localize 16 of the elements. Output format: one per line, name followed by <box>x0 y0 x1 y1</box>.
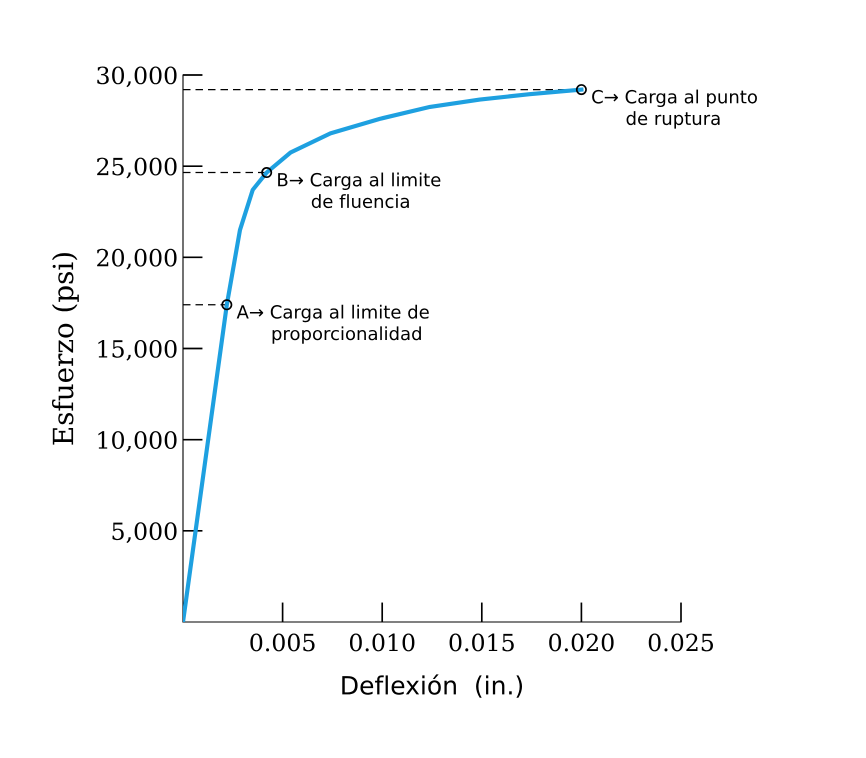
y-tick-label: 10,000 <box>98 431 177 452</box>
y-tick-label: 15,000 <box>98 340 177 361</box>
x-tick-label: 0.025 <box>648 634 713 652</box>
x-axis-title: Deflexión (in.) <box>342 674 522 698</box>
x-tick-label: 0.015 <box>450 634 514 652</box>
x-tick-label: 0.010 <box>350 634 414 652</box>
y-tick-label: 20,000 <box>97 248 177 270</box>
annotation: B→ Carga al limite de fluencia <box>278 172 440 208</box>
y-axis-title: Esfuerzo (psi) <box>52 253 79 445</box>
annotation: A→ Carga al limite de proporcionalidad <box>236 304 429 344</box>
y-tick-label: 25,000 <box>97 158 177 178</box>
annotation: C→ Carga al punto de ruptura <box>592 90 757 129</box>
x-tick-label: 0.020 <box>549 634 614 652</box>
x-tick-label: 0.005 <box>250 634 315 652</box>
y-tick-label: 5,000 <box>112 522 177 544</box>
y-tick-label: 30,000 <box>97 66 177 88</box>
